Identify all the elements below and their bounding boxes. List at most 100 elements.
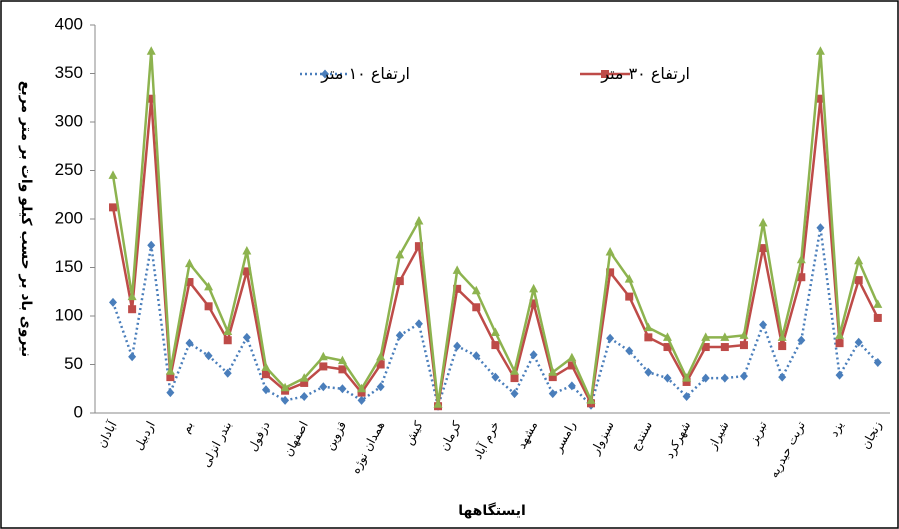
point	[204, 302, 213, 311]
y-tick-label: 100	[55, 305, 83, 324]
point	[759, 244, 768, 253]
point	[395, 277, 404, 286]
point	[739, 341, 748, 350]
point	[567, 352, 577, 362]
point	[854, 276, 863, 285]
point	[720, 332, 730, 341]
point	[299, 373, 309, 382]
point	[796, 254, 806, 264]
point	[682, 377, 691, 386]
point	[357, 395, 366, 405]
legend-label: ارتفاع ٣٠ متر	[600, 64, 690, 84]
point	[261, 370, 270, 379]
y-tick-label: 350	[55, 63, 83, 82]
point	[490, 327, 500, 336]
point	[606, 333, 615, 343]
point	[586, 395, 596, 404]
y-tick-label: 300	[55, 111, 83, 130]
point	[337, 355, 347, 365]
point	[873, 313, 882, 322]
point	[662, 332, 672, 341]
point	[242, 267, 251, 276]
point	[376, 360, 385, 369]
point	[816, 94, 825, 103]
point	[548, 373, 557, 382]
point	[319, 382, 328, 392]
point	[510, 366, 520, 375]
point	[395, 330, 404, 340]
point	[510, 389, 519, 399]
y-axis-label: نیروی باد بر حسب کیلو وات بر متر مربع	[18, 81, 34, 357]
point	[376, 382, 385, 392]
y-tick-label: 150	[55, 257, 83, 276]
point	[204, 351, 213, 361]
y-tick-label: 250	[55, 160, 83, 179]
point	[797, 335, 806, 345]
point	[720, 343, 729, 352]
point	[625, 346, 634, 356]
point	[109, 297, 117, 307]
point	[491, 372, 500, 382]
point	[204, 281, 214, 291]
point	[815, 46, 825, 55]
point	[529, 283, 539, 293]
point	[663, 373, 672, 383]
legend-label: ارتفاع ١٠ متر	[320, 64, 410, 84]
point	[778, 342, 787, 351]
point	[357, 383, 367, 393]
point	[395, 249, 405, 259]
point	[777, 332, 787, 341]
point	[758, 217, 768, 227]
point	[644, 367, 653, 377]
point	[739, 371, 748, 381]
point	[109, 203, 117, 212]
point	[452, 265, 462, 274]
point	[835, 339, 844, 348]
y-tick-label: 400	[55, 14, 83, 33]
y-tick-label: 0	[74, 402, 83, 421]
point	[778, 372, 787, 382]
point	[453, 284, 462, 293]
point	[548, 367, 558, 376]
point	[414, 319, 423, 329]
point	[166, 388, 175, 398]
point	[300, 392, 309, 402]
legend-marker	[601, 70, 609, 78]
point	[682, 373, 692, 382]
point	[166, 373, 175, 382]
point	[184, 258, 194, 268]
point	[472, 303, 481, 312]
point	[548, 389, 557, 399]
point	[491, 341, 500, 350]
point	[816, 223, 825, 233]
point	[567, 381, 576, 391]
point	[759, 320, 768, 330]
point	[529, 350, 538, 360]
point	[338, 384, 347, 394]
point	[433, 399, 443, 408]
point	[606, 268, 615, 277]
point	[281, 395, 290, 405]
point	[797, 273, 806, 282]
point	[472, 351, 481, 361]
point	[127, 291, 137, 301]
point	[147, 94, 156, 103]
point	[701, 343, 710, 352]
point	[682, 392, 691, 402]
point	[605, 246, 615, 256]
point	[242, 332, 251, 342]
point	[414, 242, 423, 251]
point	[663, 343, 672, 352]
point	[835, 330, 845, 339]
point	[318, 351, 328, 361]
point	[625, 292, 634, 301]
point	[280, 382, 290, 392]
point	[376, 351, 386, 361]
point	[147, 240, 156, 250]
point	[165, 366, 175, 375]
point	[701, 332, 711, 341]
point	[261, 385, 270, 395]
y-tick-label: 50	[64, 354, 83, 373]
